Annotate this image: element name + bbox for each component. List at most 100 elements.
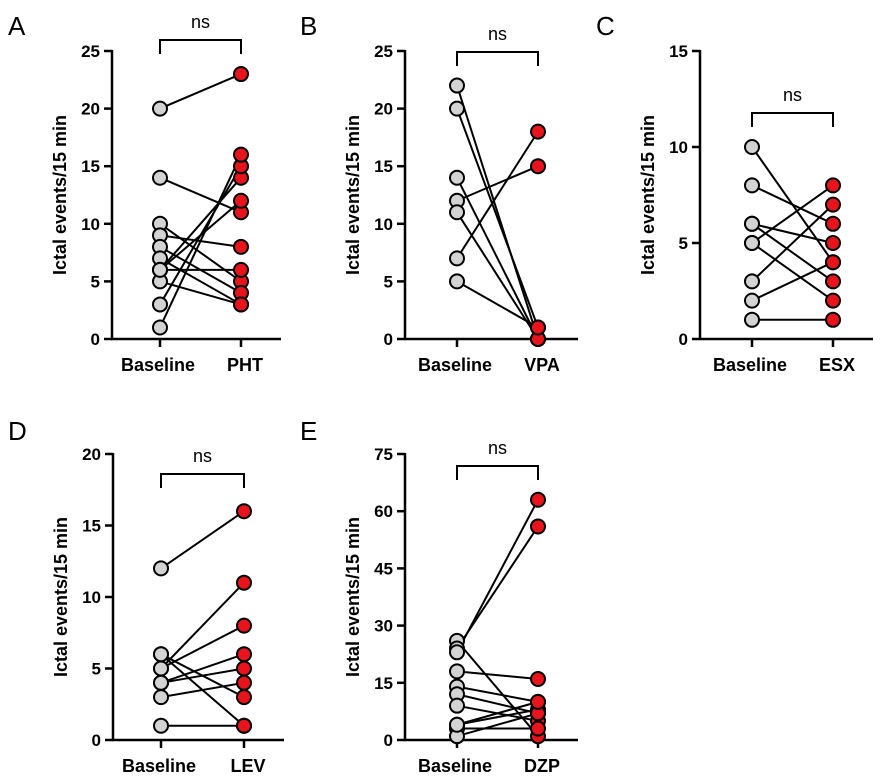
data-point bbox=[233, 66, 249, 83]
y-axis-title: Ictal events/15 min bbox=[343, 115, 363, 275]
data-point bbox=[233, 238, 249, 255]
pair-line bbox=[159, 176, 242, 214]
x-tick-label: ESX bbox=[819, 355, 855, 375]
data-point bbox=[744, 177, 760, 194]
data-point bbox=[236, 689, 252, 706]
data-point bbox=[744, 311, 760, 328]
pair-line bbox=[456, 670, 539, 680]
x-tick-label: VPA bbox=[524, 355, 560, 375]
data-point bbox=[744, 292, 760, 309]
x-tick-label: Baseline bbox=[713, 355, 787, 375]
data-point bbox=[530, 491, 546, 508]
pair-line bbox=[160, 582, 245, 670]
pair-line bbox=[456, 108, 539, 328]
data-point bbox=[236, 717, 252, 734]
y-tick-label: 5 bbox=[91, 272, 100, 291]
significance-bracket bbox=[159, 39, 242, 54]
x-tick-label: PHT bbox=[227, 355, 263, 375]
y-tick-label: 5 bbox=[679, 234, 688, 253]
data-point bbox=[236, 674, 252, 691]
pair-line bbox=[456, 211, 539, 340]
data-point bbox=[744, 139, 760, 155]
panel-label: B bbox=[300, 11, 317, 41]
pair-line bbox=[160, 653, 245, 727]
pair-line bbox=[159, 280, 242, 306]
y-axis-title: Ictal events/15 min bbox=[51, 517, 71, 677]
panel: B Ictal events/15 min 0 5 10 15 20 25 Baseline VP… bbox=[300, 11, 578, 375]
pair-line bbox=[751, 184, 834, 244]
significance-label: ns bbox=[488, 438, 507, 458]
data-point bbox=[233, 296, 249, 313]
data-point bbox=[152, 100, 168, 117]
panel-label: A bbox=[8, 11, 26, 41]
data-point bbox=[449, 644, 465, 661]
y-tick-label: 25 bbox=[374, 42, 393, 61]
data-point bbox=[153, 646, 169, 663]
significance-label: ns bbox=[783, 85, 802, 105]
y-tick-label: 10 bbox=[669, 138, 688, 157]
data-point bbox=[744, 235, 760, 251]
pair-line bbox=[159, 165, 242, 305]
panel-label: C bbox=[596, 11, 615, 41]
y-axis-title: Ictal events/15 min bbox=[343, 517, 363, 677]
data-point bbox=[152, 261, 168, 278]
pair-line bbox=[159, 154, 242, 328]
data-point bbox=[233, 192, 249, 209]
pair-line bbox=[751, 222, 834, 244]
pair-line bbox=[456, 712, 539, 738]
pair-line bbox=[456, 640, 539, 737]
data-point bbox=[449, 250, 465, 267]
data-point bbox=[153, 660, 169, 677]
y-tick-label: 75 bbox=[374, 445, 393, 464]
panel: E Ictal events/15 min 0 15 30 45 60 75 Baseline D… bbox=[300, 416, 578, 776]
panel-label: D bbox=[8, 416, 27, 446]
pair-line bbox=[751, 242, 834, 302]
data-point bbox=[153, 674, 169, 691]
pair-line bbox=[159, 73, 242, 110]
y-tick-label: 0 bbox=[384, 330, 393, 349]
y-tick-label: 25 bbox=[81, 42, 100, 61]
y-axis-title: Ictal events/15 min bbox=[50, 115, 70, 275]
pair-line bbox=[456, 685, 539, 703]
data-point bbox=[530, 123, 546, 140]
pair-line bbox=[751, 184, 834, 225]
pair-line bbox=[751, 203, 834, 283]
data-point bbox=[152, 319, 168, 336]
data-point bbox=[530, 319, 546, 336]
panel-label: E bbox=[300, 416, 317, 446]
x-tick-label: Baseline bbox=[121, 355, 195, 375]
x-tick-label: DZP bbox=[524, 756, 560, 776]
pair-line bbox=[456, 700, 539, 726]
significance-label: ns bbox=[488, 24, 507, 44]
data-point bbox=[530, 158, 546, 175]
y-tick-label: 0 bbox=[92, 731, 101, 750]
pair-line bbox=[456, 165, 539, 202]
data-point bbox=[153, 689, 169, 706]
data-point bbox=[530, 518, 546, 535]
y-tick-label: 15 bbox=[669, 42, 688, 61]
y-tick-label: 15 bbox=[374, 674, 393, 693]
pair-line bbox=[456, 85, 539, 340]
y-tick-label: 20 bbox=[81, 100, 100, 119]
data-point bbox=[449, 663, 465, 680]
pair-line bbox=[456, 131, 539, 259]
y-tick-label: 0 bbox=[384, 731, 393, 750]
data-point bbox=[530, 693, 546, 710]
panel: D Ictal events/15 min 0 5 10 15 20 Baseline LEV n… bbox=[8, 416, 284, 776]
data-point bbox=[825, 215, 841, 232]
significance-label: ns bbox=[193, 446, 212, 466]
y-tick-label: 60 bbox=[374, 502, 393, 521]
data-point bbox=[153, 717, 169, 734]
data-point bbox=[236, 503, 252, 520]
pair-line bbox=[456, 177, 539, 340]
data-point bbox=[233, 146, 249, 163]
data-point bbox=[825, 311, 841, 328]
significance-bracket bbox=[456, 465, 539, 480]
pair-line bbox=[456, 499, 539, 653]
panel: A Ictal events/15 min 0 5 10 15 20 25 Baseline PH… bbox=[8, 11, 281, 375]
data-point bbox=[825, 235, 841, 251]
y-tick-label: 5 bbox=[92, 660, 101, 679]
pair-line bbox=[159, 222, 242, 283]
y-tick-label: 10 bbox=[82, 588, 101, 607]
data-point bbox=[236, 646, 252, 663]
